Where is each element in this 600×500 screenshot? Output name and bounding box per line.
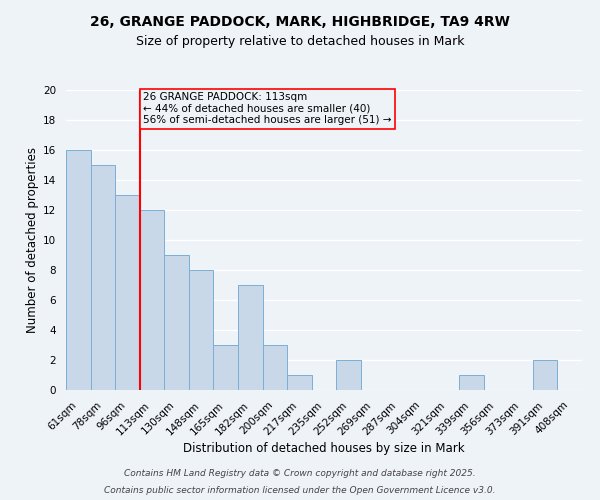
- Bar: [66, 150, 91, 390]
- Bar: [189, 270, 214, 390]
- Bar: [287, 375, 312, 390]
- Bar: [238, 285, 263, 390]
- Bar: [91, 165, 115, 390]
- Bar: [140, 210, 164, 390]
- Y-axis label: Number of detached properties: Number of detached properties: [26, 147, 39, 333]
- Text: Size of property relative to detached houses in Mark: Size of property relative to detached ho…: [136, 35, 464, 48]
- Text: 26 GRANGE PADDOCK: 113sqm
← 44% of detached houses are smaller (40)
56% of semi-: 26 GRANGE PADDOCK: 113sqm ← 44% of detac…: [143, 92, 392, 126]
- Bar: [214, 345, 238, 390]
- Bar: [263, 345, 287, 390]
- Bar: [115, 195, 140, 390]
- Bar: [164, 255, 189, 390]
- Bar: [459, 375, 484, 390]
- Bar: [533, 360, 557, 390]
- X-axis label: Distribution of detached houses by size in Mark: Distribution of detached houses by size …: [183, 442, 465, 455]
- Bar: [336, 360, 361, 390]
- Text: 26, GRANGE PADDOCK, MARK, HIGHBRIDGE, TA9 4RW: 26, GRANGE PADDOCK, MARK, HIGHBRIDGE, TA…: [90, 15, 510, 29]
- Text: Contains HM Land Registry data © Crown copyright and database right 2025.: Contains HM Land Registry data © Crown c…: [124, 468, 476, 477]
- Text: Contains public sector information licensed under the Open Government Licence v3: Contains public sector information licen…: [104, 486, 496, 495]
